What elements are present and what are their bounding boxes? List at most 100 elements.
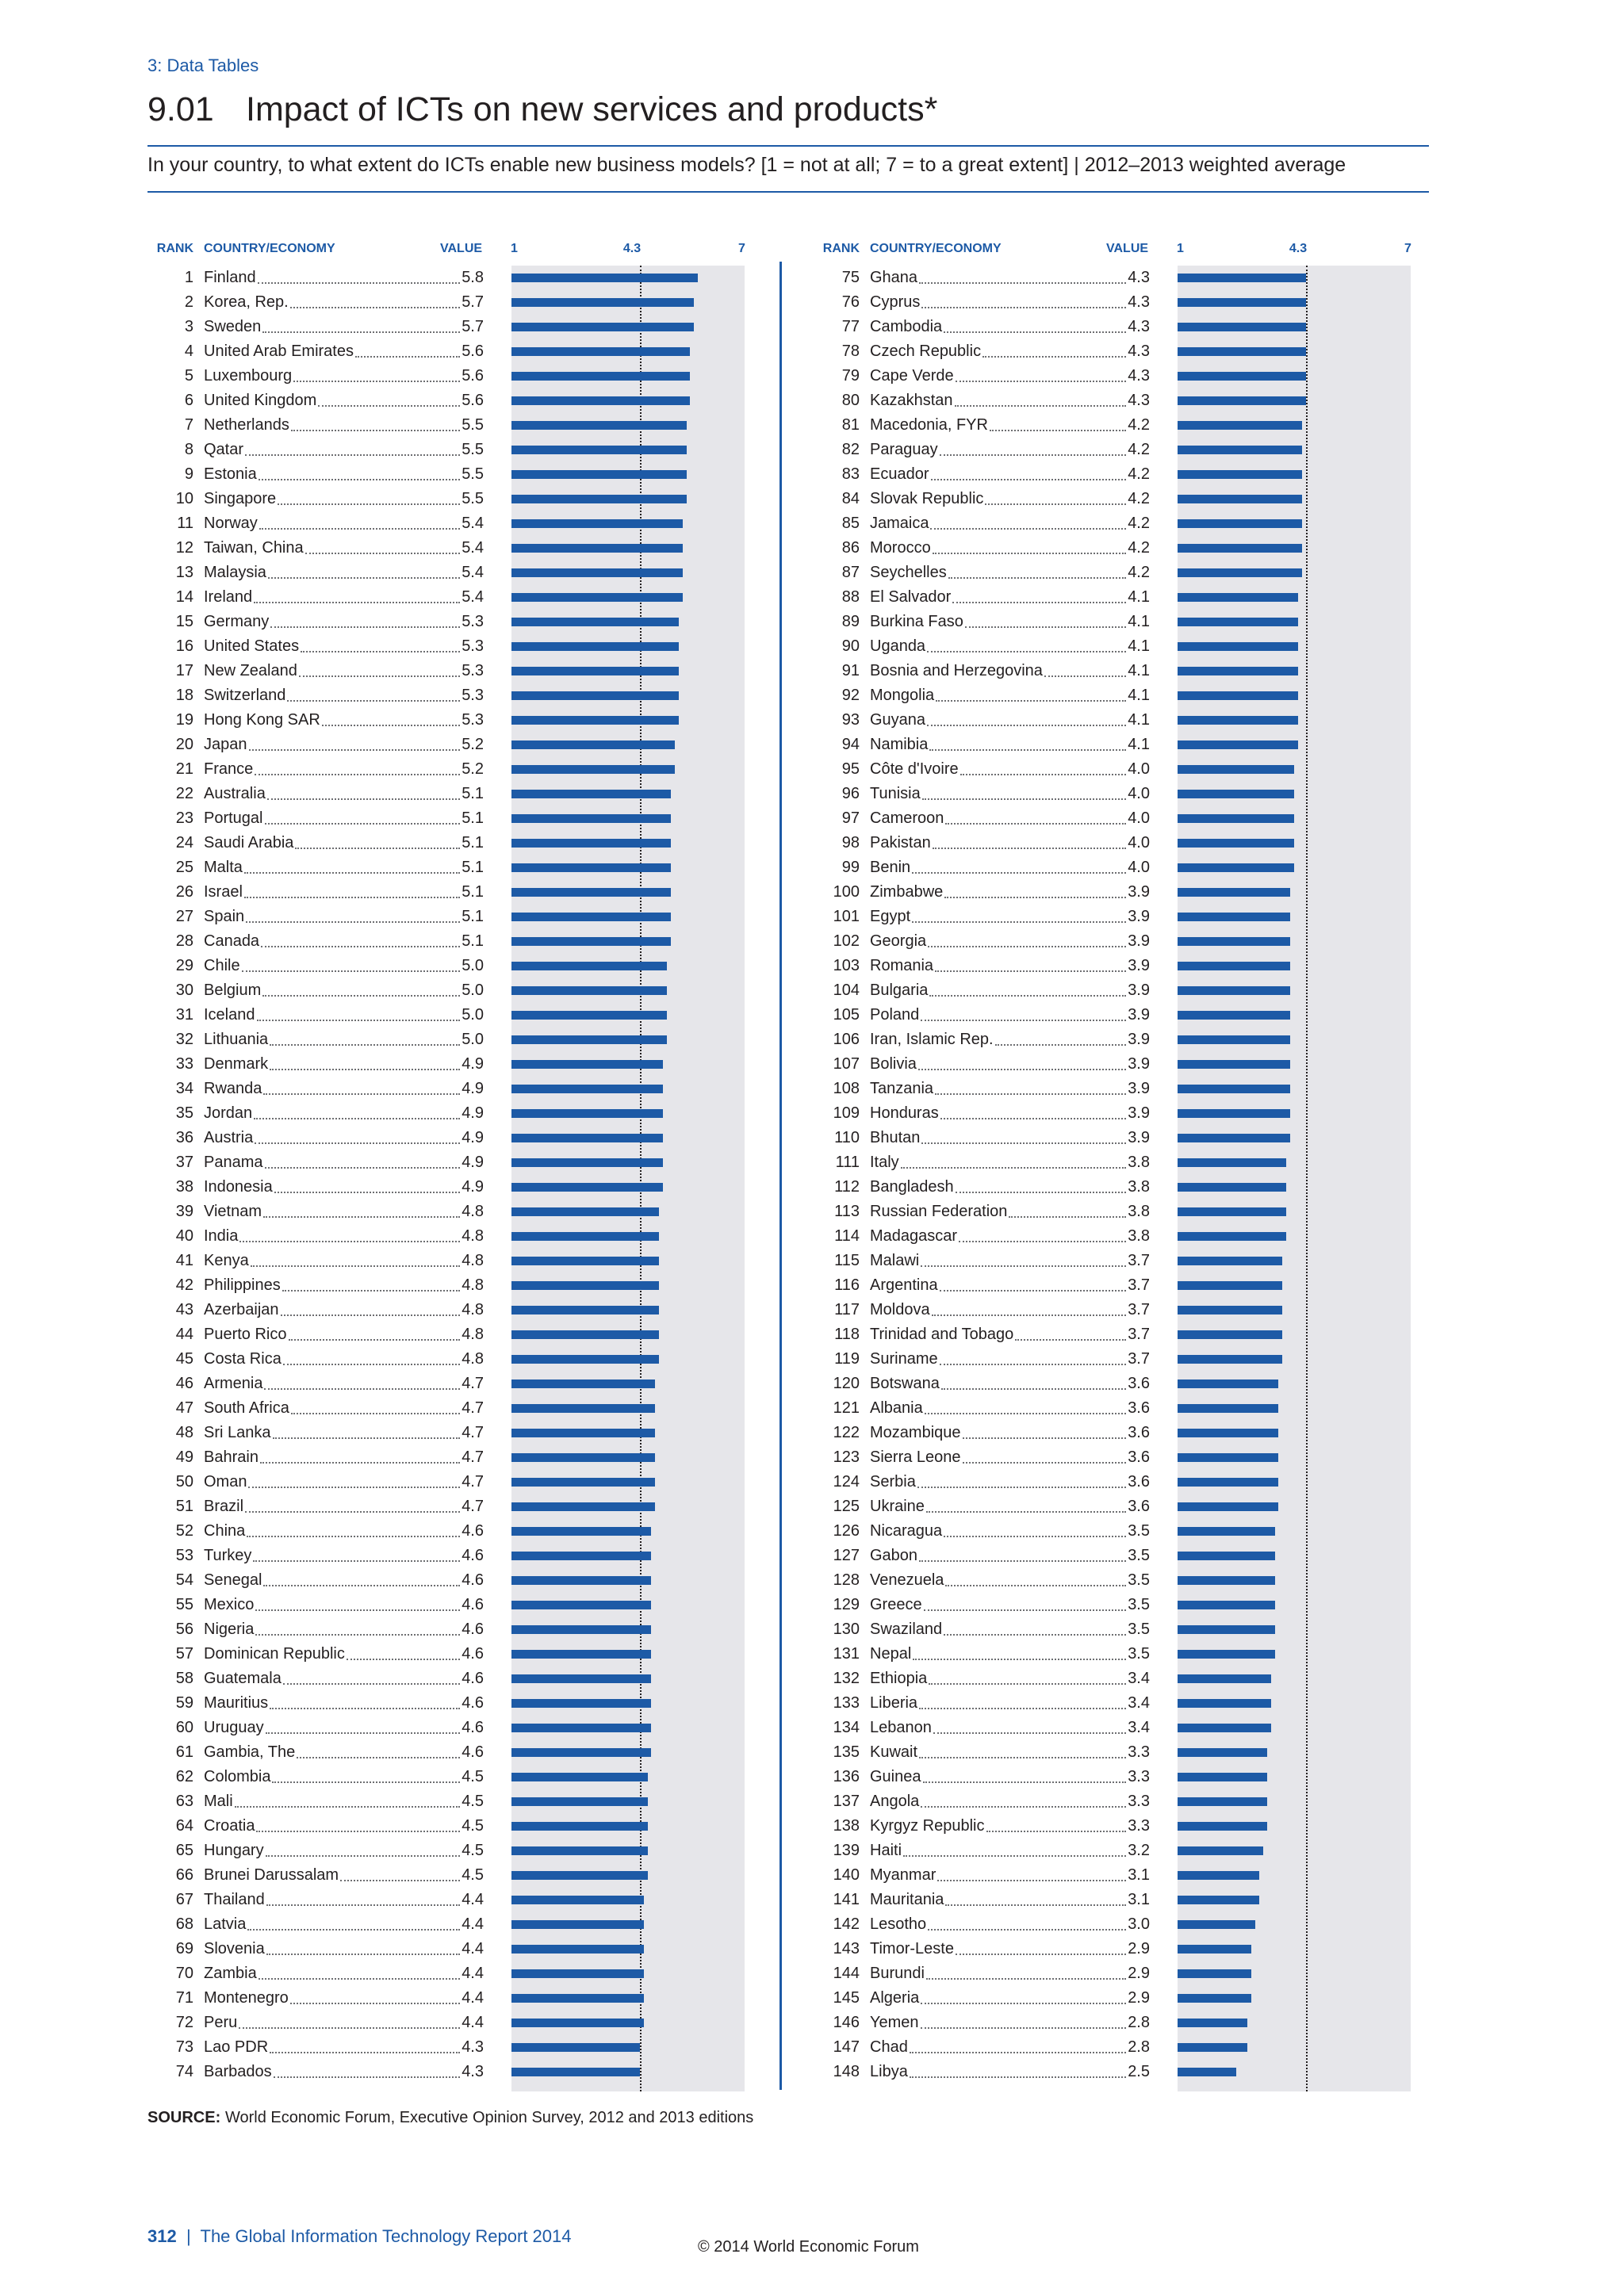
country-name: Czech Republic [870, 342, 982, 360]
value-cell: 4.6 [462, 1743, 484, 1761]
value-bar [511, 274, 698, 282]
table-row: 95 Côte d'Ivoire 4.0 [809, 757, 1495, 782]
value-cell: 5.3 [462, 662, 484, 679]
value-bar [1178, 1207, 1286, 1216]
country-name: Burundi [870, 1965, 925, 1982]
value-cell: 4.9 [462, 1154, 484, 1171]
value-bar [1178, 323, 1306, 331]
dot-leader [940, 1118, 1127, 1119]
table-row: 70 Zambia 4.4 [143, 1961, 829, 1986]
value-cell: 3.5 [1128, 1596, 1150, 1613]
dot-leader [290, 1413, 461, 1414]
value-bar [1178, 274, 1306, 282]
rank-cell: 49 [175, 1448, 193, 1466]
axis-max-label: 7 [738, 242, 745, 255]
value-bar [511, 1748, 651, 1757]
dot-leader [248, 749, 461, 751]
country-value-cell: Venezuela 3.5 [870, 1571, 1150, 1590]
rank-cell: 86 [841, 539, 860, 557]
country-name: Peru [204, 2014, 238, 2031]
value-bar [511, 1355, 659, 1364]
country-name: New Zealand [204, 662, 297, 679]
country-value-cell: Kuwait 3.3 [870, 1743, 1150, 1762]
rank-cell: 97 [841, 809, 860, 827]
value-bar [1178, 1085, 1290, 1093]
table-row: 116 Argentina 3.7 [809, 1273, 1495, 1298]
dot-leader [297, 1757, 461, 1758]
value-cell: 3.3 [1128, 1793, 1150, 1810]
dot-leader [245, 454, 461, 456]
country-value-cell: Malawi 3.7 [870, 1252, 1150, 1270]
country-name: Kazakhstan [870, 392, 953, 409]
value-bar [1178, 937, 1290, 946]
table-row: 92 Mongolia 4.1 [809, 683, 1495, 708]
dot-leader [945, 1904, 1127, 1906]
rank-cell: 81 [841, 416, 860, 434]
country-name: Croatia [204, 1817, 255, 1835]
value-header: VALUE [1106, 242, 1149, 255]
table-row: 75 Ghana 4.3 [809, 266, 1495, 290]
country-value-cell: Nepal 3.5 [870, 1645, 1150, 1663]
value-bar [511, 1429, 655, 1437]
dot-leader [259, 1462, 461, 1464]
country-name: Hong Kong SAR [204, 711, 320, 729]
value-cell: 4.2 [1128, 564, 1150, 581]
country-value-cell: Haiti 3.2 [870, 1842, 1150, 1860]
country-name: Malaysia [204, 564, 266, 581]
rank-cell: 90 [841, 637, 860, 655]
value-bar [511, 1797, 648, 1806]
rank-cell: 64 [175, 1817, 193, 1835]
country-value-cell: Switzerland 5.3 [204, 687, 484, 705]
rank-cell: 66 [175, 1866, 193, 1884]
value-bar [1178, 1969, 1251, 1978]
value-cell: 3.3 [1128, 1768, 1150, 1785]
country-name: Singapore [204, 490, 277, 507]
table-row: 139 Haiti 3.2 [809, 1839, 1495, 1863]
country-value-cell: Algeria 2.9 [870, 1989, 1150, 2007]
rank-cell: 77 [841, 318, 860, 335]
value-cell: 4.7 [462, 1448, 484, 1466]
dot-leader [920, 2027, 1127, 2029]
mean-reference-line [1306, 266, 1308, 2091]
country-name: Guyana [870, 711, 926, 729]
dot-leader [959, 1241, 1127, 1242]
table-row: 89 Burkina Faso 4.1 [809, 610, 1495, 634]
value-cell: 2.9 [1128, 1965, 1150, 1982]
value-cell: 4.7 [462, 1473, 484, 1490]
value-bar [511, 1552, 651, 1560]
country-value-cell: Burkina Faso 4.1 [870, 613, 1150, 631]
table-row: 106 Iran, Islamic Rep. 3.9 [809, 1027, 1495, 1052]
value-cell: 4.7 [462, 1399, 484, 1417]
rank-cell: 2 [184, 293, 193, 311]
value-cell: 3.4 [1128, 1694, 1150, 1712]
country-value-cell: Tanzania 3.9 [870, 1080, 1150, 1098]
country-value-cell: Azerbaijan 4.8 [204, 1301, 484, 1319]
value-bar [511, 618, 679, 626]
table-row: 145 Algeria 2.9 [809, 1986, 1495, 2011]
country-name: Lebanon [870, 1719, 932, 1736]
table-row: 82 Paraguay 4.2 [809, 438, 1495, 462]
country-value-cell: Norway 5.4 [204, 515, 484, 533]
country-value-cell: Ireland 5.4 [204, 588, 484, 607]
country-value-cell: Cape Verde 4.3 [870, 367, 1150, 385]
rank-cell: 146 [833, 2014, 860, 2031]
country-name: Ghana [870, 269, 918, 286]
value-cell: 3.6 [1128, 1498, 1150, 1515]
dot-leader [939, 1290, 1127, 1292]
table-row: 48 Sri Lanka 4.7 [143, 1421, 829, 1445]
rank-cell: 82 [841, 441, 860, 458]
source-label: SOURCE: [147, 2109, 221, 2126]
value-cell: 4.7 [462, 1375, 484, 1392]
value-cell: 4.8 [462, 1252, 484, 1269]
value-cell: 4.1 [1128, 662, 1150, 679]
dot-leader [295, 848, 461, 849]
country-name: Bahrain [204, 1448, 259, 1466]
value-cell: 4.9 [462, 1055, 484, 1073]
rank-cell: 29 [175, 957, 193, 974]
value-cell: 5.6 [462, 392, 484, 409]
dot-leader [304, 553, 461, 554]
table-row: 96 Tunisia 4.0 [809, 782, 1495, 806]
dot-leader [931, 1314, 1127, 1316]
rank-cell: 145 [833, 1989, 860, 2007]
dot-leader [270, 626, 461, 628]
